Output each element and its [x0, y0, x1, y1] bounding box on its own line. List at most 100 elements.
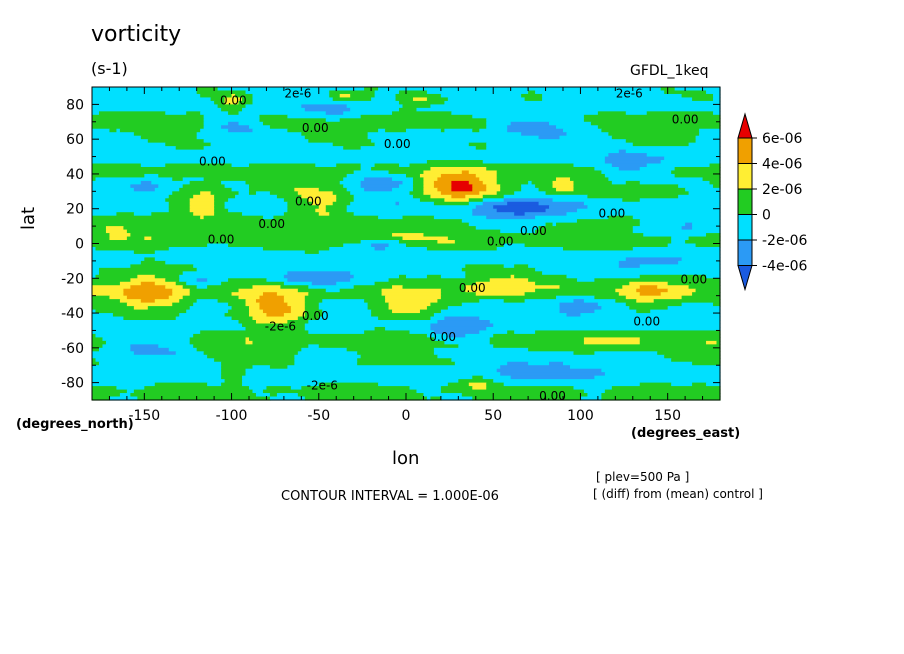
field-cell — [692, 226, 721, 231]
field-cell — [92, 271, 100, 276]
field-cell — [632, 215, 721, 220]
field-cell — [92, 250, 135, 255]
field-cell — [238, 288, 299, 293]
field-cell — [489, 278, 529, 283]
field-cell — [92, 382, 156, 387]
field-cell — [580, 396, 602, 401]
contour-label: 0.00 — [672, 113, 699, 127]
field-cell — [301, 347, 348, 352]
field-cell — [412, 180, 425, 185]
field-cell — [92, 260, 142, 265]
field-cell — [706, 340, 718, 345]
field-cell — [116, 128, 121, 133]
field-cell — [461, 219, 578, 224]
field-cell — [535, 229, 634, 234]
field-cell — [374, 163, 400, 168]
field-cell — [692, 222, 721, 227]
field-cell — [207, 243, 229, 248]
field-cell — [249, 313, 268, 318]
contour-label: 0.00 — [539, 389, 566, 403]
field-cell — [538, 135, 561, 140]
field-cell — [573, 187, 686, 192]
field-cell — [283, 274, 355, 279]
field-cell — [486, 121, 512, 126]
field-cell — [92, 100, 215, 105]
field-cell — [524, 243, 669, 248]
field-cell — [538, 187, 557, 192]
field-cell — [92, 274, 97, 279]
field-cell — [681, 93, 714, 99]
field-cell — [283, 281, 313, 286]
field-cell — [242, 323, 306, 328]
field-cell — [245, 326, 306, 332]
field-cell — [92, 386, 118, 391]
field-cell — [639, 166, 676, 172]
y-tick-label: 60 — [66, 132, 84, 148]
field-cell — [350, 93, 376, 99]
field-cell — [92, 149, 620, 154]
field-cell — [92, 226, 107, 231]
level-condition-note: [ plev=500 Pa ] — [596, 470, 690, 484]
field-cell — [266, 386, 292, 391]
field-cell — [639, 222, 686, 227]
field-cell — [339, 93, 351, 99]
field-cell — [695, 135, 721, 140]
x-axis-label: lon — [392, 448, 420, 469]
field-cell — [249, 386, 268, 391]
field-cell — [228, 309, 250, 314]
contour-label: 0.00 — [633, 314, 660, 328]
field-cell — [221, 365, 254, 370]
field-cell — [535, 267, 721, 272]
field-cell — [524, 97, 543, 102]
field-cell — [231, 187, 250, 192]
field-cell — [426, 160, 484, 165]
field-cell — [531, 180, 554, 185]
field-cell — [238, 191, 250, 196]
field-cell — [95, 358, 215, 363]
field-cell — [346, 205, 477, 210]
field-cell — [98, 267, 198, 272]
field-cell — [388, 243, 407, 248]
field-cell — [283, 212, 320, 217]
field-cell — [165, 260, 620, 265]
field-cell — [681, 295, 721, 300]
field-cell — [245, 340, 254, 345]
field-cell — [479, 128, 508, 133]
field-cell — [653, 299, 721, 304]
field-cell — [364, 87, 379, 92]
field-cell — [228, 278, 268, 283]
field-cell — [228, 128, 254, 133]
field-cell — [374, 246, 386, 252]
field-cell — [660, 160, 721, 165]
field-cell — [165, 198, 191, 203]
field-cell — [214, 100, 226, 105]
field-cell — [339, 118, 487, 123]
field-cell — [130, 233, 393, 238]
field-cell — [399, 240, 438, 245]
field-cell — [468, 382, 487, 387]
field-cell — [196, 278, 208, 283]
field-cell — [437, 299, 480, 304]
field-cell — [196, 285, 208, 290]
field-cell — [130, 264, 194, 269]
field-cell — [343, 146, 362, 151]
field-cell — [318, 302, 369, 307]
field-cell — [228, 121, 240, 126]
field-cell — [92, 233, 111, 238]
field-cell — [545, 191, 690, 196]
field-cell — [92, 361, 100, 366]
field-cell — [678, 194, 721, 199]
field-cell — [130, 278, 166, 283]
field-cell — [224, 100, 240, 105]
colorbar-label: 4e-06 — [762, 157, 802, 173]
field-cell — [343, 243, 372, 248]
field-cell — [133, 351, 177, 356]
field-cell — [221, 382, 243, 387]
field-cell — [552, 184, 575, 189]
field-cell — [92, 219, 463, 224]
field-cell — [193, 344, 309, 349]
field-cell — [92, 372, 222, 377]
field-cell — [559, 302, 599, 307]
field-cell — [154, 257, 627, 262]
plot-axes: -150 -100 -50 0 50 100 150806040200-20-40-60-8… — [61, 86, 721, 424]
